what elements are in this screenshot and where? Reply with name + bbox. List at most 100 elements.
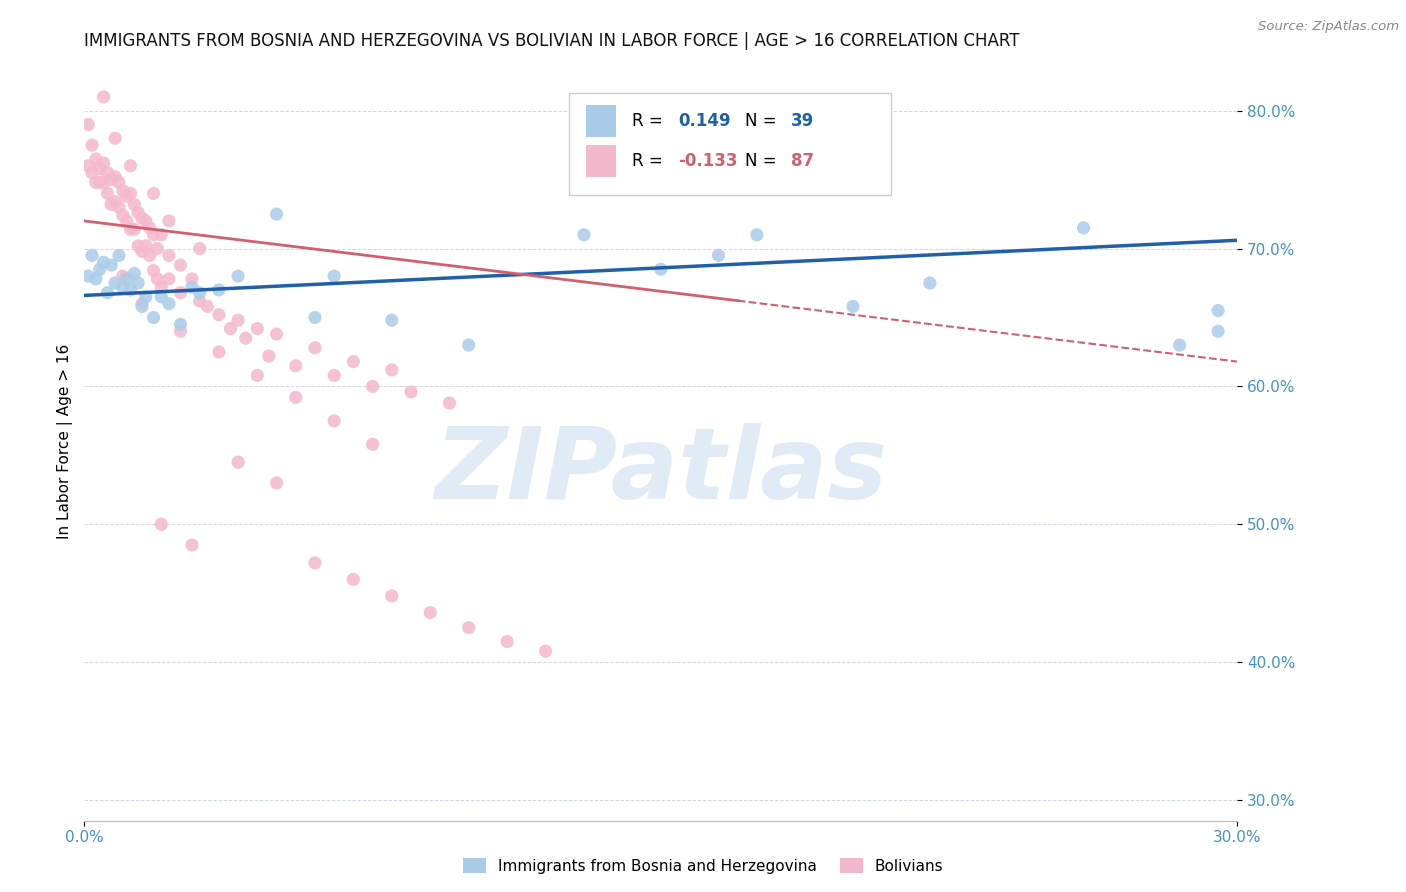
FancyBboxPatch shape [586, 145, 616, 177]
Point [104, 169, 127, 184]
Point [120, 186, 142, 201]
Point [572, 227, 595, 242]
Point [246, 368, 269, 383]
Point [93, 90, 115, 104]
Point [208, 308, 231, 322]
Point [146, 272, 169, 286]
Point [104, 276, 127, 290]
Point [135, 214, 157, 228]
Point [361, 437, 384, 451]
Point [246, 321, 269, 335]
Point [96, 166, 118, 180]
Point [304, 556, 326, 570]
Point [226, 269, 249, 284]
Point [208, 345, 231, 359]
Point [188, 285, 211, 300]
Point [127, 276, 149, 290]
Point [115, 272, 138, 286]
Point [131, 296, 153, 310]
Point [142, 310, 165, 325]
Point [89, 262, 111, 277]
Point [142, 263, 165, 277]
Point [111, 184, 134, 198]
Point [104, 131, 127, 145]
Point [157, 248, 180, 262]
Point [93, 156, 115, 170]
Point [745, 227, 768, 242]
Point [127, 239, 149, 253]
Point [108, 200, 131, 214]
Point [650, 262, 672, 277]
Point [89, 161, 111, 176]
Point [150, 290, 173, 304]
Point [131, 211, 153, 226]
Point [169, 324, 191, 338]
Legend: Immigrants from Bosnia and Herzegovina, Bolivians: Immigrants from Bosnia and Herzegovina, … [457, 852, 949, 880]
Point [1206, 303, 1229, 318]
Point [146, 242, 169, 256]
FancyBboxPatch shape [568, 93, 891, 195]
Point [1073, 220, 1095, 235]
Point [150, 280, 173, 294]
Point [100, 172, 122, 186]
Point [108, 175, 131, 189]
Point [80, 248, 103, 262]
Point [138, 248, 160, 262]
Point [188, 293, 211, 308]
Point [142, 186, 165, 201]
Text: 87: 87 [792, 152, 814, 170]
Point [135, 290, 157, 304]
Point [323, 368, 346, 383]
Point [111, 280, 134, 294]
Point [157, 296, 180, 310]
Point [124, 266, 146, 280]
Point [131, 244, 153, 259]
Point [108, 248, 131, 262]
Point [77, 159, 100, 173]
Point [77, 269, 100, 284]
Point [124, 197, 146, 211]
Text: ZIPatlas: ZIPatlas [434, 424, 887, 520]
FancyBboxPatch shape [586, 105, 616, 136]
Point [399, 384, 422, 399]
Point [131, 300, 153, 314]
Point [323, 414, 346, 428]
Point [93, 175, 115, 189]
Point [181, 538, 204, 552]
Point [150, 227, 173, 242]
Point [381, 589, 404, 603]
Point [77, 118, 100, 132]
Point [111, 209, 134, 223]
Point [135, 239, 157, 253]
Point [138, 220, 160, 235]
Point [104, 194, 127, 209]
Point [142, 227, 165, 242]
Point [257, 349, 280, 363]
Point [284, 391, 307, 405]
Point [124, 222, 146, 236]
Point [111, 269, 134, 284]
Point [169, 318, 191, 332]
Y-axis label: In Labor Force | Age > 16: In Labor Force | Age > 16 [58, 344, 73, 539]
Point [84, 175, 107, 189]
Point [496, 634, 519, 648]
Point [188, 242, 211, 256]
Point [266, 475, 288, 490]
Text: 0.149: 0.149 [678, 112, 731, 130]
Point [150, 517, 173, 532]
Point [157, 214, 180, 228]
Point [381, 313, 404, 327]
Point [419, 606, 441, 620]
Point [323, 269, 346, 284]
Text: IMMIGRANTS FROM BOSNIA AND HERZEGOVINA VS BOLIVIAN IN LABOR FORCE | AGE > 16 COR: IMMIGRANTS FROM BOSNIA AND HERZEGOVINA V… [84, 32, 1019, 50]
Text: R =: R = [633, 152, 668, 170]
Point [80, 138, 103, 153]
Point [918, 276, 941, 290]
Point [457, 338, 479, 352]
Point [284, 359, 307, 373]
Point [842, 300, 865, 314]
Point [169, 258, 191, 272]
Text: R =: R = [633, 112, 668, 130]
Point [195, 300, 218, 314]
Point [381, 363, 404, 377]
